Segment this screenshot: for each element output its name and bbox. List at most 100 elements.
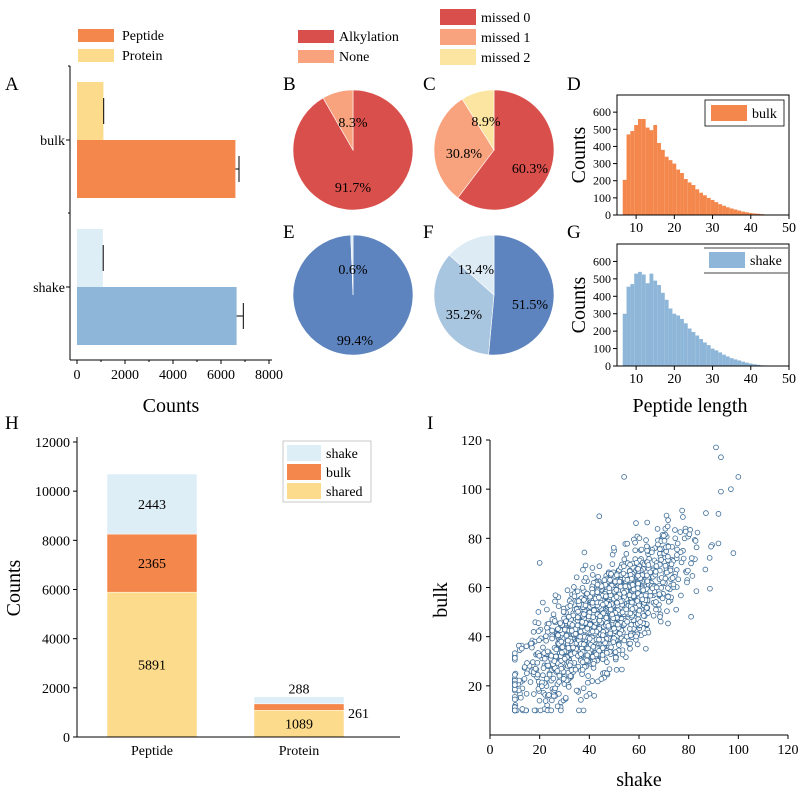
scatter-point: [627, 645, 633, 652]
pie-slice-missed-1: [433, 98, 495, 199]
scatter-point: [623, 606, 629, 613]
panel-label-g: G: [567, 222, 581, 243]
scatter-point: [623, 551, 630, 557]
scatter-point: [624, 577, 631, 583]
scatter-point: [634, 641, 641, 648]
legend-label-peptide: Peptide: [122, 29, 164, 44]
scatter-point: [665, 585, 671, 591]
scatter-point: [562, 626, 568, 633]
scatter-point: [542, 655, 548, 662]
scatter-point: [621, 563, 627, 570]
scatter-point: [643, 537, 649, 543]
scatter-point: [640, 613, 647, 619]
legend-swatch-alkylation: [298, 30, 334, 43]
histogram-bar: [714, 350, 719, 366]
scatter-point: [614, 621, 621, 628]
scatter-point: [580, 566, 586, 573]
scatter-point: [521, 664, 528, 670]
scatter-point: [558, 638, 565, 645]
histogram-bar: [687, 328, 692, 366]
scatter-point: [589, 565, 596, 571]
scatter-point: [674, 546, 680, 553]
scatter-point: [590, 643, 597, 650]
scatter-point: [708, 543, 714, 550]
legend-label-missed-0: missed 0: [481, 11, 530, 26]
scatter-point: [556, 672, 563, 679]
scatter-point: [685, 567, 691, 574]
legend-swatch-missed-0: [440, 9, 476, 25]
scatter-point: [627, 561, 633, 568]
histogram-bar: [729, 358, 734, 366]
scatter-point: [591, 693, 598, 699]
scatter-point: [661, 538, 668, 544]
scatter-point: [580, 641, 587, 648]
y-tick-label: 20: [468, 680, 482, 695]
bar-protein-bulk: [77, 82, 104, 140]
histogram-bar: [729, 208, 734, 215]
scatter-point: [601, 577, 608, 583]
scatter-point: [702, 566, 709, 573]
stack-value-label: 1089: [285, 718, 313, 733]
scatter-point: [546, 692, 552, 698]
histogram-bar: [756, 213, 761, 215]
pie-slice-missed-0: [457, 89, 555, 211]
scatter-point: [582, 602, 589, 609]
stacked-bars: 5891 2365 2443 1089 261 288: [106, 473, 369, 738]
scatter-point: [715, 511, 722, 517]
scatter-point: [544, 606, 550, 613]
y-tick-label: 200: [593, 324, 611, 338]
y-tick-label: 400: [593, 289, 611, 303]
y-tick-label: 500: [593, 122, 611, 136]
scatter-point: [584, 625, 591, 632]
scatter-point: [536, 560, 543, 566]
y-tick-label: 0: [605, 359, 611, 373]
histogram-bar: [737, 210, 742, 215]
scatter-point: [682, 528, 689, 535]
panel-a-x-label: Counts: [143, 395, 200, 417]
histogram-bar: [714, 202, 719, 215]
scatter-point: [575, 598, 582, 604]
histogram-bar: [634, 273, 639, 366]
scatter-point: [564, 587, 571, 594]
bar-peptide-bulk: [77, 140, 236, 198]
scatter-point: [582, 562, 589, 569]
scatter-point: [613, 572, 620, 578]
y-tick-label: 100: [593, 191, 611, 205]
scatter-point: [633, 560, 640, 566]
scatter-point: [552, 592, 559, 599]
histogram-bar: [626, 134, 631, 215]
scatter-point: [668, 561, 675, 568]
legend-label-missed-2: missed 2: [481, 51, 530, 66]
scatter-point: [572, 666, 579, 673]
pie-value-label: 8.9%: [471, 115, 501, 130]
scatter-point: [562, 695, 569, 701]
scatter-point: [524, 660, 530, 666]
scatter-point: [653, 584, 660, 591]
scatter-point: [574, 588, 581, 595]
scatter-point: [622, 583, 629, 590]
scatter-point: [542, 698, 549, 704]
scatter-point: [613, 667, 620, 673]
histogram-bar: [722, 354, 726, 366]
scatter-point: [573, 687, 580, 694]
pie-slice-missed-1: [433, 254, 495, 356]
scatter-point: [655, 541, 661, 548]
histogram-bar: [695, 335, 700, 366]
scatter-point: [512, 650, 518, 657]
scatter-point: [658, 556, 664, 563]
scatter-point: [537, 707, 544, 714]
scatter-point: [621, 637, 628, 644]
scatter-point: [637, 619, 643, 625]
stack-value-label: 2443: [138, 498, 166, 513]
scatter-point: [630, 586, 637, 593]
scatter-point: [680, 555, 687, 562]
panel-label-e: E: [283, 222, 295, 243]
scatter-point: [543, 633, 549, 639]
scatter-point: [614, 599, 620, 606]
histogram-bar: [691, 332, 696, 366]
scatter-point: [735, 474, 742, 480]
scatter-point: [678, 592, 684, 599]
histogram-bar: [710, 199, 715, 215]
